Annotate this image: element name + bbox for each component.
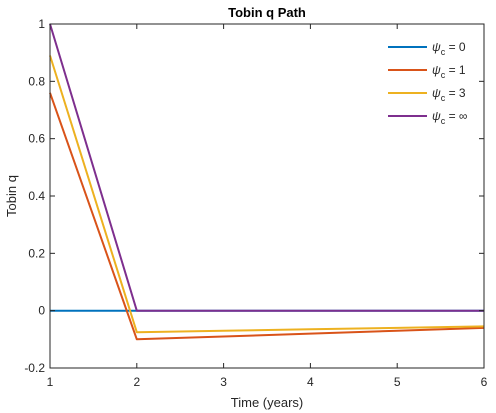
y-axis-label: Tobin q [4, 175, 19, 217]
y-tick-label: 0 [38, 304, 45, 318]
y-tick-label: 0.8 [28, 74, 45, 88]
legend-label-2: ψc = 3 [432, 86, 466, 103]
legend-label-3: ψc = ∞ [432, 109, 467, 126]
x-axis-label: Time (years) [231, 395, 303, 410]
legend-label-1: ψc = 1 [432, 63, 466, 80]
y-tick-label: -0.2 [24, 361, 45, 375]
x-tick-label: 3 [220, 375, 227, 389]
x-tick-label: 4 [307, 375, 314, 389]
series-line-1 [49, 92, 485, 341]
y-tick-label: 1 [38, 17, 45, 31]
x-tick-label: 2 [133, 375, 140, 389]
series-line-2 [49, 55, 485, 334]
chart-title: Tobin q Path [228, 5, 306, 20]
series-layer [49, 23, 485, 341]
x-tick-label: 6 [481, 375, 488, 389]
x-tick-label: 1 [47, 375, 54, 389]
y-tick-label: 0.4 [28, 189, 45, 203]
y-tick-label: 0.2 [28, 246, 45, 260]
y-tick-label: 0.6 [28, 132, 45, 146]
ticks-layer: 1 2 3 4 5 6 -0.2 0 0.2 0.4 0.6 0.8 1 [24, 17, 487, 389]
legend-box [381, 34, 478, 130]
x-tick-label: 5 [394, 375, 401, 389]
legend: ψc = 0 ψc = 1 ψc = 3 ψc = ∞ [381, 34, 478, 130]
legend-label-0: ψc = 0 [432, 40, 466, 57]
series-line-3 [49, 23, 484, 312]
